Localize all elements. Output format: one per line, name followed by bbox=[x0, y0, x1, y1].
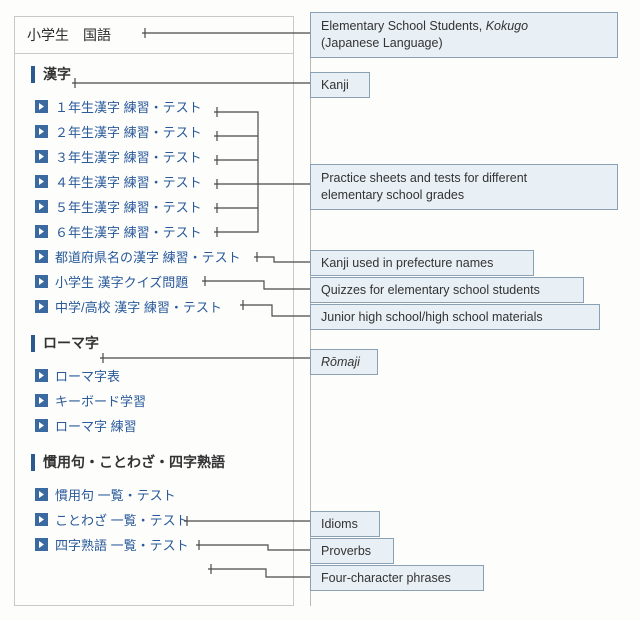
section-title-row: 慣用句・ことわざ・四字熟語 bbox=[31, 452, 277, 472]
annotation-fourchar: Four-character phrases bbox=[310, 565, 484, 591]
chevron-right-icon bbox=[35, 250, 48, 263]
annotation-jrhs: Junior high school/high school materials bbox=[310, 304, 600, 330]
idioms-link-label: ことわざ 一覧・テスト bbox=[55, 510, 189, 529]
romaji-link-1[interactable]: キーボード学習 bbox=[31, 388, 277, 413]
idioms-link-1[interactable]: ことわざ 一覧・テスト bbox=[31, 507, 277, 532]
kanji-link-2[interactable]: ３年生漢字 練習・テスト bbox=[31, 144, 277, 169]
kanji-link-label: ２年生漢字 練習・テスト bbox=[55, 122, 202, 141]
kanji-link-1[interactable]: ２年生漢字 練習・テスト bbox=[31, 119, 277, 144]
annotation-proverbs: Proverbs bbox=[310, 538, 394, 564]
romaji-link-2[interactable]: ローマ字 練習 bbox=[31, 413, 277, 438]
kanji-link-label: １年生漢字 練習・テスト bbox=[55, 97, 202, 116]
chevron-right-icon bbox=[35, 150, 48, 163]
chevron-right-icon bbox=[35, 538, 48, 551]
chevron-right-icon bbox=[35, 419, 48, 432]
chevron-right-icon bbox=[35, 175, 48, 188]
chevron-right-icon bbox=[35, 200, 48, 213]
annotation-romaji: Rōmaji bbox=[310, 349, 378, 375]
section-bar-icon bbox=[31, 66, 35, 83]
annotation-quiz: Quizzes for elementary school students bbox=[310, 277, 584, 303]
section-title-row: 漢字 bbox=[31, 64, 277, 84]
romaji-link-label: ローマ字表 bbox=[55, 366, 120, 385]
kanji-link-label: ５年生漢字 練習・テスト bbox=[55, 197, 202, 216]
chevron-right-icon bbox=[35, 225, 48, 238]
chevron-right-icon bbox=[35, 100, 48, 113]
kanji-link-8[interactable]: 中学/高校 漢字 練習・テスト bbox=[31, 294, 277, 319]
romaji-link-label: キーボード学習 bbox=[55, 391, 146, 410]
section-bar-icon bbox=[31, 454, 35, 471]
chevron-right-icon bbox=[35, 394, 48, 407]
menu-panel: 小学生 国語 漢字 １年生漢字 練習・テスト ２年生漢字 練習・テスト ３年生漢字 … bbox=[14, 16, 294, 606]
chevron-right-icon bbox=[35, 369, 48, 382]
chevron-right-icon bbox=[35, 300, 48, 313]
kanji-link-4[interactable]: ５年生漢字 練習・テスト bbox=[31, 194, 277, 219]
kanji-link-label: ４年生漢字 練習・テスト bbox=[55, 172, 202, 191]
idioms-link-0[interactable]: 慣用句 一覧・テスト bbox=[31, 482, 277, 507]
idioms-link-label: 慣用句 一覧・テスト bbox=[55, 485, 176, 504]
idioms-link-2[interactable]: 四字熟語 一覧・テスト bbox=[31, 532, 277, 557]
annotation-header: Elementary School Students, Kokugo (Japa… bbox=[310, 12, 618, 58]
panel-header: 小学生 国語 bbox=[15, 17, 293, 54]
chevron-right-icon bbox=[35, 125, 48, 138]
chevron-right-icon bbox=[35, 275, 48, 288]
section-romaji: ローマ字 ローマ字表キーボード学習ローマ字 練習 bbox=[15, 323, 293, 442]
kanji-link-3[interactable]: ４年生漢字 練習・テスト bbox=[31, 169, 277, 194]
romaji-link-0[interactable]: ローマ字表 bbox=[31, 363, 277, 388]
kanji-link-label: ３年生漢字 練習・テスト bbox=[55, 147, 202, 166]
kanji-link-5[interactable]: ６年生漢字 練習・テスト bbox=[31, 219, 277, 244]
annotation-prefecture: Kanji used in prefecture names bbox=[310, 250, 534, 276]
section-idioms: 慣用句・ことわざ・四字熟語 慣用句 一覧・テストことわざ 一覧・テスト四字熟語 … bbox=[15, 442, 293, 561]
section-title-row: ローマ字 bbox=[31, 333, 277, 353]
annotation-grades: Practice sheets and tests for different … bbox=[310, 164, 618, 210]
idioms-link-label: 四字熟語 一覧・テスト bbox=[55, 535, 189, 554]
romaji-link-label: ローマ字 練習 bbox=[55, 416, 137, 435]
annotation-kanji: Kanji bbox=[310, 72, 370, 98]
chevron-right-icon bbox=[35, 488, 48, 501]
kanji-link-label: 中学/高校 漢字 練習・テスト bbox=[55, 297, 222, 316]
section-romaji-label: ローマ字 bbox=[43, 333, 99, 353]
header-title: 小学生 国語 bbox=[27, 27, 111, 43]
kanji-link-label: ６年生漢字 練習・テスト bbox=[55, 222, 202, 241]
kanji-link-7[interactable]: 小学生 漢字クイズ問題 bbox=[31, 269, 277, 294]
annotation-idioms: Idioms bbox=[310, 511, 380, 537]
kanji-link-6[interactable]: 都道府県名の漢字 練習・テスト bbox=[31, 244, 277, 269]
kanji-link-label: 都道府県名の漢字 練習・テスト bbox=[55, 247, 241, 266]
kanji-link-0[interactable]: １年生漢字 練習・テスト bbox=[31, 94, 277, 119]
section-kanji: 漢字 １年生漢字 練習・テスト ２年生漢字 練習・テスト ３年生漢字 練習・テスト ４… bbox=[15, 54, 293, 323]
section-bar-icon bbox=[31, 335, 35, 352]
section-kanji-label: 漢字 bbox=[43, 64, 71, 84]
kanji-link-label: 小学生 漢字クイズ問題 bbox=[55, 272, 188, 291]
chevron-right-icon bbox=[35, 513, 48, 526]
section-idioms-label: 慣用句・ことわざ・四字熟語 bbox=[43, 452, 225, 472]
